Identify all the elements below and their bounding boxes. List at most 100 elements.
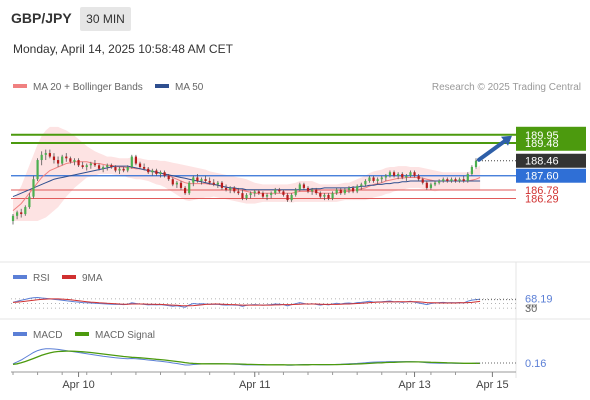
candle <box>425 180 428 190</box>
candle <box>40 151 43 166</box>
candle <box>356 184 359 194</box>
candle-body <box>319 193 322 197</box>
candle-body <box>122 168 125 171</box>
candle <box>77 158 80 168</box>
candle <box>183 186 187 195</box>
candle <box>220 180 224 190</box>
candle <box>147 167 150 174</box>
candle <box>241 189 244 201</box>
candle <box>56 156 60 168</box>
candle-body <box>97 165 101 169</box>
candle <box>282 189 285 197</box>
candle-body <box>73 160 76 162</box>
candle-body <box>151 170 154 173</box>
candle-body <box>253 191 256 194</box>
candle-body <box>405 175 408 178</box>
candle <box>405 173 408 181</box>
candle-body <box>155 170 158 174</box>
candle <box>323 193 326 201</box>
candle-body <box>233 187 236 192</box>
candle <box>11 214 15 225</box>
candle-body <box>241 193 244 199</box>
candle <box>179 180 183 190</box>
candle <box>32 175 35 199</box>
rsi-legend-swatch <box>13 275 27 279</box>
candle <box>466 172 469 183</box>
candle <box>69 156 72 164</box>
candle-body <box>274 189 277 194</box>
candle-body <box>114 167 117 171</box>
candle <box>257 189 260 195</box>
ma50-legend-swatch <box>155 84 169 88</box>
candle-body <box>61 156 64 164</box>
x-axis-ticks: Apr 10 Apr 11 Apr 13 Apr 15 <box>12 372 509 391</box>
candle-body <box>110 165 113 168</box>
candle-body <box>257 191 260 194</box>
rsi-value-backdrop <box>517 292 557 305</box>
candle <box>376 177 379 185</box>
candle-body <box>392 172 396 176</box>
candle-body <box>413 172 416 176</box>
candle <box>93 160 97 168</box>
candle-body <box>290 194 293 201</box>
candle-body <box>298 184 301 190</box>
pivot-label-box <box>516 168 586 183</box>
candle-body <box>323 194 326 197</box>
candle <box>89 161 92 169</box>
candle <box>81 161 84 169</box>
candle-body <box>77 160 80 166</box>
candle <box>331 191 334 201</box>
candle <box>122 167 125 173</box>
candle-body <box>138 163 142 168</box>
candle <box>290 193 293 202</box>
candle-body <box>220 182 224 188</box>
candle-body <box>48 153 51 157</box>
candle <box>28 193 31 209</box>
candle-body <box>118 168 121 171</box>
candle-body <box>442 179 445 181</box>
symbol-title: GBP/JPY <box>11 10 72 26</box>
candle <box>397 172 400 180</box>
candle-body <box>237 191 240 194</box>
candle <box>24 205 27 216</box>
candle-body <box>282 191 285 195</box>
candle-body <box>143 167 146 169</box>
candle-body <box>376 179 379 181</box>
candle <box>278 187 281 194</box>
candle-body <box>278 189 281 192</box>
candle-body <box>40 154 43 161</box>
credit-text: Research © 2025 Trading Central <box>432 82 581 93</box>
candle <box>298 182 301 192</box>
candle <box>167 173 170 181</box>
pivot-label: 187.60 <box>525 171 559 183</box>
candle <box>114 165 117 173</box>
candle <box>36 158 39 181</box>
forecast-arrow-head <box>501 135 512 146</box>
candle-body <box>458 179 461 181</box>
macd-value-label: 0.16 <box>525 358 546 370</box>
support-2-label: 186.29 <box>525 194 559 206</box>
candle-body <box>85 165 88 168</box>
candle <box>130 154 133 169</box>
timeframe-badge[interactable] <box>80 7 131 31</box>
candle <box>44 149 47 161</box>
ma50-legend-label: MA 50 <box>175 82 204 93</box>
candle-body <box>425 182 428 188</box>
candle-body <box>372 177 375 181</box>
candle <box>233 186 236 194</box>
candle <box>458 177 461 183</box>
candle <box>143 163 146 171</box>
candle-body <box>175 182 178 185</box>
candle <box>192 175 195 187</box>
macd-legend-label: MACD <box>33 330 62 341</box>
candle <box>442 177 445 183</box>
candle-body <box>335 189 338 194</box>
candle-body <box>245 194 248 199</box>
candle <box>462 175 465 183</box>
candle-body <box>192 177 195 183</box>
candle-body <box>159 172 162 174</box>
timeframe-label: 30 MIN <box>86 12 125 26</box>
candle <box>417 173 420 181</box>
candle-body <box>315 189 318 194</box>
candle-body <box>134 156 138 164</box>
